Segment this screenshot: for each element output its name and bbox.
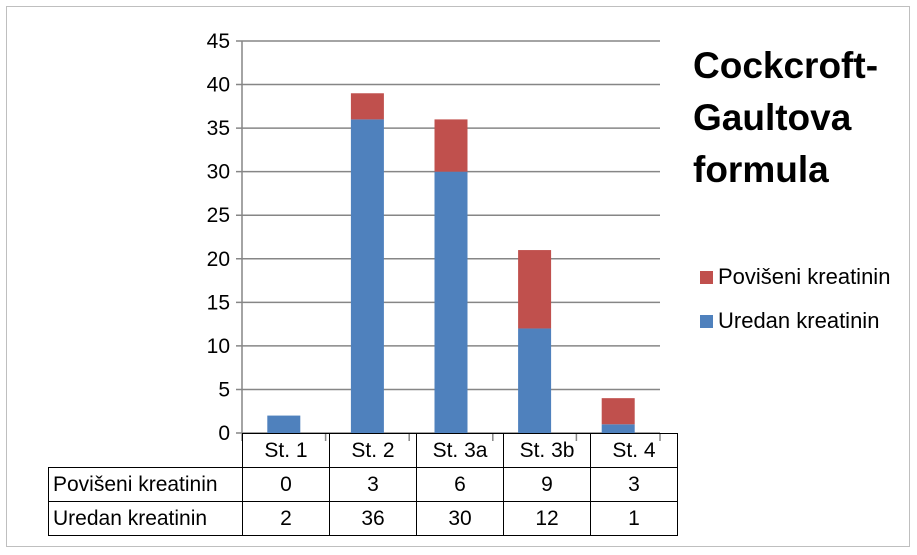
- bar-segment: [518, 328, 552, 433]
- chart-frame: [6, 6, 910, 547]
- bar-segment: [350, 119, 384, 434]
- y-tick-label: 40: [207, 74, 230, 97]
- y-tick-label: 10: [207, 335, 230, 358]
- legend-swatch-povišeni: [700, 270, 713, 284]
- y-tick-label: 35: [207, 117, 230, 140]
- chart-title-line-2: Gaultova: [693, 97, 852, 138]
- data-table-header-row: St. 1 St. 2 St. 3a St. 3b St. 4: [48, 433, 678, 468]
- category-label: St. 3a: [416, 433, 504, 468]
- bar-segment: [434, 171, 468, 433]
- bar-segment: [267, 415, 301, 433]
- data-table-row-povišeni: Povišeni kreatinin 0 3 6 9 3: [48, 467, 678, 502]
- data-table-corner: [48, 433, 243, 468]
- y-tick-label: 15: [207, 291, 230, 314]
- category-label: St. 2: [329, 433, 417, 468]
- y-tick-label: 30: [207, 161, 230, 184]
- data-table-row-uredan: Uredan kreatinin 2 36 30 12 1: [48, 501, 678, 536]
- bar-segment: [434, 119, 468, 172]
- y-tick-label: 25: [207, 204, 230, 227]
- data-table-cell: 30: [416, 501, 504, 536]
- legend-label-povišeni: Povišeni kreatinin: [718, 264, 891, 289]
- data-table-cell: 3: [590, 467, 678, 502]
- category-label: St. 1: [242, 433, 330, 468]
- legend-swatch-uredan: [700, 314, 713, 328]
- category-label: St. 3b: [503, 433, 591, 468]
- data-table-cell: 1: [590, 501, 678, 536]
- legend-item-uredan: Uredan kreatinin: [700, 299, 890, 343]
- data-table-cell: 36: [329, 501, 417, 536]
- legend-label-uredan: Uredan kreatinin: [718, 308, 880, 333]
- data-table-row-label: Povišeni kreatinin: [48, 467, 243, 502]
- y-tick-label: 5: [218, 378, 230, 401]
- bar-segment: [350, 93, 384, 120]
- bar-segment: [601, 424, 635, 433]
- chart-legend: Povišeni kreatinin Uredan kreatinin: [700, 255, 890, 343]
- bar-segment: [601, 398, 635, 425]
- data-table-cell: 0: [242, 467, 330, 502]
- data-table-cell: 12: [503, 501, 591, 536]
- legend-item-povišeni: Povišeni kreatinin: [700, 255, 890, 299]
- y-tick-label: 20: [207, 248, 230, 271]
- chart-title-line-1: Cockcroft-: [693, 45, 879, 86]
- chart-title-line-3: formula: [693, 149, 829, 190]
- data-table-cell: 6: [416, 467, 504, 502]
- data-table: St. 1 St. 2 St. 3a St. 3b St. 4 Povišeni…: [48, 433, 678, 536]
- category-label: St. 4: [590, 433, 678, 468]
- bar-segment: [518, 250, 552, 329]
- data-table-row-label: Uredan kreatinin: [48, 501, 243, 536]
- data-table-cell: 9: [503, 467, 591, 502]
- data-table-cell: 2: [242, 501, 330, 536]
- y-tick-label: 45: [207, 30, 230, 53]
- data-table-cell: 3: [329, 467, 417, 502]
- chart-title: Cockcroft- Gaultova formula: [693, 40, 903, 196]
